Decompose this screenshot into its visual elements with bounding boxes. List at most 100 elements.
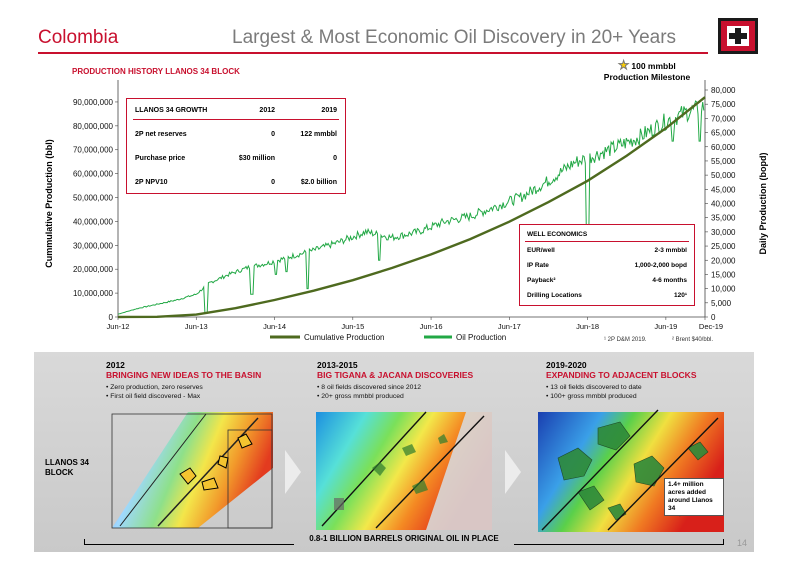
row-value: 120¹ <box>673 292 687 299</box>
x-tick-label: Jun-18 <box>576 322 599 331</box>
footnote-1: ¹ 2P D&M 2019. <box>604 337 647 343</box>
milestone-line-1: 100 mmbbl <box>631 61 676 71</box>
growth-divider <box>133 119 339 120</box>
growth-col-2012: 2012 <box>259 107 275 114</box>
slide-title: Largest & Most Economic Oil Discovery in… <box>232 27 677 48</box>
row-value-2012: 0 <box>271 179 275 186</box>
header: Colombia Largest & Most Economic Oil Dis… <box>0 0 800 60</box>
bullet: First oil field discovered - Max <box>110 393 201 400</box>
milestone-annotation: ★ 100 mmbbl Production Milestone <box>592 58 702 83</box>
table-row: Purchase price $30 million 0 <box>135 153 337 165</box>
x-tick-label: Jun-17 <box>498 322 521 331</box>
panel-2013-bullets: • 8 oil fields discovered since 2012 • 2… <box>317 384 422 400</box>
y2-tick-label: 55,000 <box>711 157 736 166</box>
growth-col-2019: 2019 <box>321 107 337 114</box>
row-value-2019: 0 <box>333 155 337 162</box>
ooip-text: 0.8-1 BILLION BARRELS ORIGINAL OIL IN PL… <box>309 534 499 543</box>
y2-tick-label: 20,000 <box>711 256 736 265</box>
x-tick-label: Jun-13 <box>185 322 208 331</box>
x-tick-label: Dec-19 <box>699 322 723 331</box>
block-map-2013 <box>316 411 492 530</box>
legend-label-cumulative: Cumulative Production <box>304 333 384 342</box>
legend-label-oil: Oil Production <box>456 333 506 342</box>
table-row: Payback² 4-6 months <box>527 275 687 286</box>
footnote-2: ² Brent $40/bbl. <box>672 337 714 343</box>
y-tick-label: 40,000,000 <box>73 217 114 226</box>
x-tick-label: Jun-12 <box>107 322 130 331</box>
ooip-caption: 0.8-1 BILLION BARRELS ORIGINAL OIL IN PL… <box>84 534 724 546</box>
row-label: Drilling Locations <box>527 292 582 299</box>
row-value-2019: $2.0 billion <box>300 179 337 186</box>
y2-tick-label: 70,000 <box>711 114 736 123</box>
row-label: Purchase price <box>135 155 186 162</box>
row-label: 2P NPV10 <box>135 179 168 186</box>
row-label: 2P net reserves <box>135 131 187 138</box>
y-tick-label: 50,000,000 <box>73 194 114 203</box>
bracket-left <box>84 539 294 545</box>
bullet: 8 oil fields discovered since 2012 <box>321 384 422 391</box>
y-tick-label: 20,000,000 <box>73 265 114 274</box>
bullet: 13 oil fields discovered to date <box>550 384 642 391</box>
y-tick-label: 60,000,000 <box>73 170 114 179</box>
row-value: 2-3 mmbbl <box>654 247 687 254</box>
row-label: EUR/well <box>527 247 555 254</box>
star-icon: ★ <box>618 58 629 72</box>
growth-table: LLANOS 34 GROWTH 2012 2019 2P net reserv… <box>126 98 346 194</box>
x-tick-label: Jun-16 <box>420 322 443 331</box>
y-tick-label: 10,000,000 <box>73 289 114 298</box>
well-title: WELL ECONOMICS <box>527 231 588 238</box>
bullet: 20+ gross mmbbl produced <box>321 393 404 400</box>
panel-year: 2012 <box>106 360 125 370</box>
panel-2013-title: 2013-2015 BIG TIGANA & JACANA DISCOVERIE… <box>317 360 473 380</box>
block-map-2012 <box>111 412 273 529</box>
panel-2012-title: 2012 BRINGING NEW IDEAS TO THE BASIN <box>106 360 261 380</box>
growth-title: LLANOS 34 GROWTH <box>135 107 208 114</box>
production-chart: 0 10,000,000 20,000,000 30,000,000 40,000,00… <box>44 80 768 342</box>
company-logo-icon <box>718 18 758 54</box>
panel-heading: EXPANDING TO ADJACENT BLOCKS <box>546 370 697 380</box>
row-value: 1,000-2,000 bopd <box>634 262 687 269</box>
y2-tick-label: 15,000 <box>711 270 736 279</box>
block-label: LLANOS 34 BLOCK <box>45 458 89 478</box>
milestone-line-2: Production Milestone <box>603 72 691 82</box>
y-tick-label: 0 <box>109 313 114 322</box>
y2-tick-label: 0 <box>711 313 716 322</box>
chevron-right-icon <box>505 450 521 494</box>
block-label-line-1: LLANOS 34 <box>45 458 90 467</box>
well-divider <box>525 241 689 242</box>
panel-heading: BRINGING NEW IDEAS TO THE BASIN <box>106 370 262 380</box>
y-tick-label: 90,000,000 <box>73 98 114 107</box>
table-row: Drilling Locations 120¹ <box>527 290 687 301</box>
x-tick-label: Jun-15 <box>341 322 364 331</box>
row-value-2012: 0 <box>271 131 275 138</box>
y2-tick-label: 50,000 <box>711 171 736 180</box>
bullet: 100+ gross mmbbl produced <box>550 393 637 400</box>
row-value-2012: $30 million <box>238 155 275 162</box>
y2-tick-label: 35,000 <box>711 214 736 223</box>
bracket-right <box>514 539 724 545</box>
x-tick-label: Jun-14 <box>263 322 286 331</box>
y2-tick-label: 40,000 <box>711 200 736 209</box>
table-row: 2P net reserves 0 122 mmbbl <box>135 129 337 141</box>
table-row: 2P NPV10 0 $2.0 billion <box>135 177 337 189</box>
panel-year: 2013-2015 <box>317 360 358 370</box>
y2-tick-label: 80,000 <box>711 86 736 95</box>
y2-tick-label: 25,000 <box>711 242 736 251</box>
y2-tick-label: 30,000 <box>711 228 736 237</box>
table-row: EUR/well 2-3 mmbbl <box>527 245 687 256</box>
panel-2019-title: 2019-2020 EXPANDING TO ADJACENT BLOCKS <box>546 360 697 380</box>
row-label: Payback² <box>527 277 556 284</box>
panel-2012-bullets: • Zero production, zero reserves • First… <box>106 384 203 400</box>
x-tick-label: Jun-19 <box>654 322 677 331</box>
y2-axis-title: Daily Production (bopd) <box>758 153 768 255</box>
header-divider <box>38 52 708 54</box>
page-number: 14 <box>737 538 748 548</box>
y-tick-label: 70,000,000 <box>73 146 114 155</box>
y2-tick-label: 45,000 <box>711 185 736 194</box>
country-label: Colombia <box>38 27 119 48</box>
series-cumulative-production <box>117 96 706 319</box>
y-tick-label: 80,000,000 <box>73 122 114 131</box>
panel-year: 2019-2020 <box>546 360 587 370</box>
well-economics-table: WELL ECONOMICS EUR/well 2-3 mmbbl IP Rate… <box>519 224 695 306</box>
row-label: IP Rate <box>527 262 549 269</box>
